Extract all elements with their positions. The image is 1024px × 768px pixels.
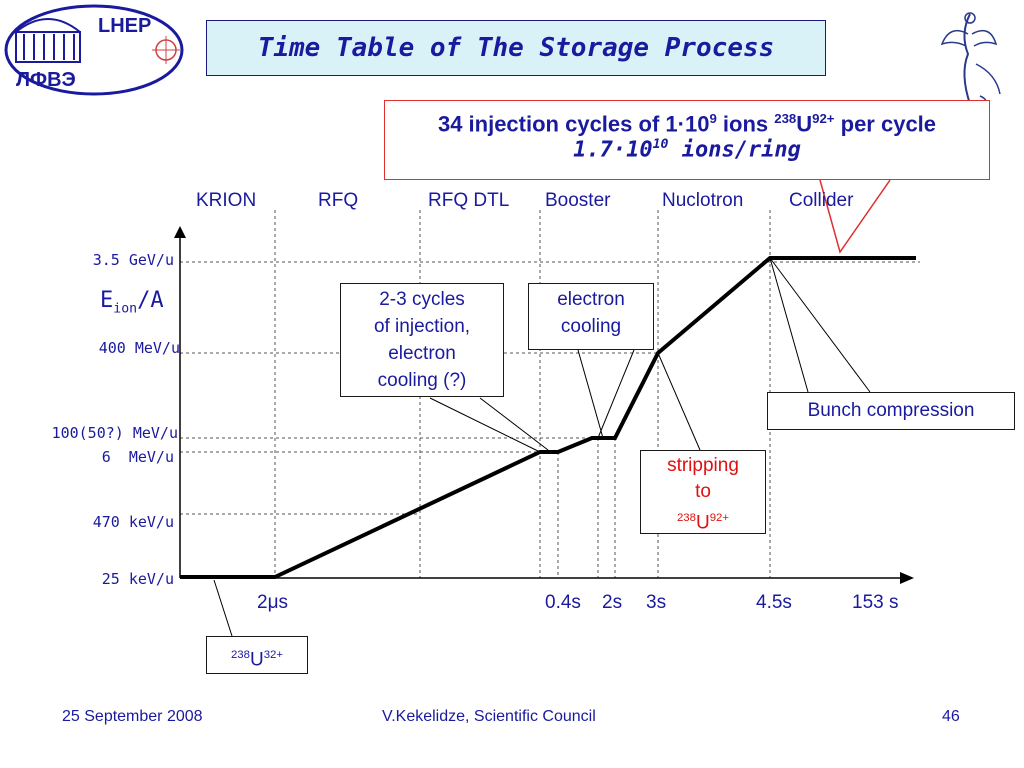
footer-page-number: 46	[942, 708, 960, 725]
stage-booster: Booster	[545, 190, 611, 211]
callout-pointer	[819, 179, 891, 254]
injection-summary-callout: 34 injection cycles of 1·109 ions 238U92…	[384, 100, 990, 180]
vertical-guides	[274, 210, 771, 578]
footer-author: V.Kekelidze, Scientific Council	[382, 708, 596, 725]
stripping-box: stripping to 238U92+	[640, 450, 766, 534]
y-label-470-kev: 470 keV/u	[92, 513, 174, 531]
y-label-3-5-gev: 3.5 GeV/u	[92, 251, 174, 269]
y-label-100-mev: 100(50?) MeV/u	[51, 424, 178, 442]
logo-lhep-text: LHEP	[98, 15, 151, 37]
stage-rfq-dtl: RFQ DTL	[428, 190, 510, 211]
x-label-4-5s: 4.5s	[756, 592, 792, 613]
ion-species-box: 238U32+	[206, 636, 308, 674]
x-label-0-4s: 0.4s	[545, 592, 581, 613]
footer-date: 25 September 2008	[62, 708, 203, 725]
energy-curve	[180, 256, 916, 579]
electron-cooling-box: electron cooling	[528, 283, 654, 350]
x-label-153s: 153 s	[852, 592, 899, 613]
y-axis-arrow	[174, 226, 186, 238]
logo-lfve-text: ЛФВЭ	[16, 69, 76, 91]
x-label-2-mus: 2μs	[257, 592, 289, 613]
page-title: Time Table of The Storage Process	[206, 20, 826, 76]
y-label-6-mev: 6 MeV/u	[101, 448, 174, 466]
stage-collider: Collider	[789, 190, 854, 211]
lhep-logo: LHEP ЛФВЭ	[2, 2, 188, 98]
stage-rfq: RFQ	[318, 190, 359, 211]
box-connectors	[213, 257, 871, 637]
y-label-400-mev: 400 MeV/u	[98, 339, 180, 357]
y-axis-title: Eion/A	[100, 288, 164, 317]
bunch-compression-box: Bunch compression	[767, 392, 1015, 430]
x-label-3s: 3s	[646, 592, 667, 613]
x-axis-arrow	[900, 572, 914, 584]
x-label-2s: 2s	[602, 592, 623, 613]
injection-cycles-box: 2-3 cycles of injection, electron coolin…	[340, 283, 504, 397]
stage-nuclotron: Nuclotron	[662, 190, 744, 211]
stage-krion: KRION	[196, 190, 257, 211]
y-label-25-kev: 25 keV/u	[101, 570, 174, 588]
